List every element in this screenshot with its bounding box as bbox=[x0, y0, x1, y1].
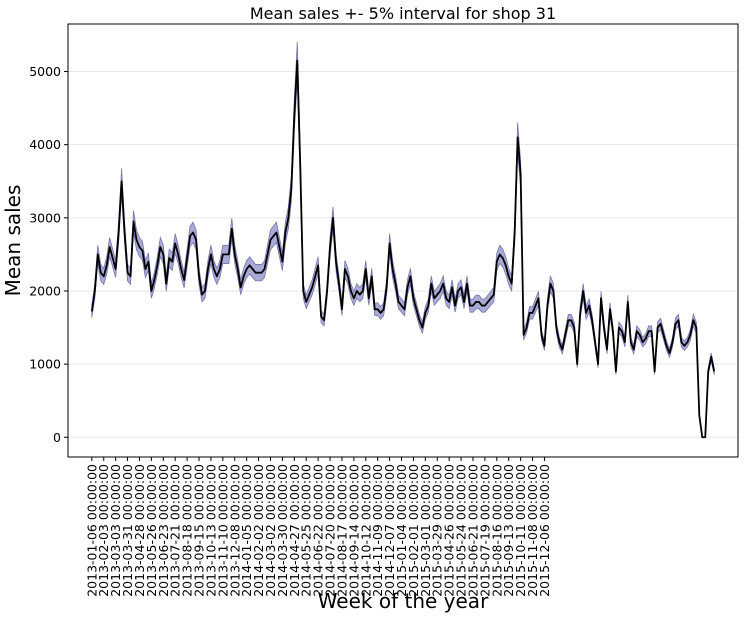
x-tick-label: 2013-06-23 00:00:00 bbox=[156, 464, 171, 597]
x-tick-label: 2014-04-27 00:00:00 bbox=[287, 464, 302, 597]
grid-lines bbox=[68, 71, 738, 438]
x-tick-label: 2015-12-06 00:00:00 bbox=[537, 464, 552, 597]
x-tick-label: 2015-03-29 00:00:00 bbox=[430, 464, 445, 597]
y-tick-label: 0 bbox=[53, 430, 61, 445]
x-tick-label: 2014-08-17 00:00:00 bbox=[334, 464, 349, 597]
x-tick-label: 2013-02-03 00:00:00 bbox=[96, 464, 111, 597]
x-tick-label: 2014-07-20 00:00:00 bbox=[323, 464, 338, 597]
x-tick-label: 2015-04-26 00:00:00 bbox=[442, 464, 457, 597]
x-tick-label: 2014-05-25 00:00:00 bbox=[299, 464, 314, 597]
x-tick-label: 2014-03-30 00:00:00 bbox=[275, 464, 290, 597]
y-axis-label: Mean sales bbox=[1, 185, 25, 297]
x-tick-label: 2015-10-11 00:00:00 bbox=[513, 464, 528, 597]
x-tick-label: 2013-07-21 00:00:00 bbox=[168, 464, 183, 597]
x-tick-label: 2013-10-13 00:00:00 bbox=[203, 464, 218, 597]
x-tick-label: 2013-05-26 00:00:00 bbox=[144, 464, 159, 597]
x-tick-label: 2014-10-12 00:00:00 bbox=[358, 464, 373, 597]
x-tick-label: 2014-11-09 00:00:00 bbox=[370, 464, 385, 597]
x-tick-label: 2014-06-22 00:00:00 bbox=[311, 464, 326, 597]
x-tick-label: 2013-12-08 00:00:00 bbox=[227, 464, 242, 597]
x-tick-label: 2014-09-14 00:00:00 bbox=[346, 464, 361, 597]
y-tick-label: 3000 bbox=[29, 210, 61, 225]
x-tick-label: 2014-02-02 00:00:00 bbox=[251, 464, 266, 597]
x-tick-label: 2014-01-05 00:00:00 bbox=[239, 464, 254, 597]
x-tick-label: 2013-04-28 00:00:00 bbox=[132, 464, 147, 597]
y-tick-label: 4000 bbox=[29, 137, 61, 152]
x-tick-label: 2013-01-06 00:00:00 bbox=[84, 464, 99, 597]
x-tick-label: 2013-11-10 00:00:00 bbox=[215, 464, 230, 597]
x-tick-label: 2013-03-03 00:00:00 bbox=[108, 464, 123, 597]
x-tick-label: 2015-09-13 00:00:00 bbox=[501, 464, 516, 597]
x-axis-label: Week of the year bbox=[318, 589, 489, 613]
x-tick-label: 2015-02-01 00:00:00 bbox=[406, 464, 421, 597]
x-tick-label: 2015-05-24 00:00:00 bbox=[454, 464, 469, 597]
x-tick-label: 2015-08-16 00:00:00 bbox=[489, 464, 504, 597]
x-tick-label: 2014-03-02 00:00:00 bbox=[263, 464, 278, 597]
x-tick-label: 2015-11-08 00:00:00 bbox=[525, 464, 540, 597]
x-tick-label: 2015-07-19 00:00:00 bbox=[477, 464, 492, 597]
y-tick-label: 2000 bbox=[29, 283, 61, 298]
mean-sales-line bbox=[90, 59, 716, 439]
x-tick-label: 2013-03-31 00:00:00 bbox=[120, 464, 135, 597]
x-tick-label: 2015-03-01 00:00:00 bbox=[418, 464, 433, 597]
x-tick-label: 2013-08-18 00:00:00 bbox=[180, 464, 195, 597]
y-tick-label: 5000 bbox=[29, 64, 61, 79]
plot-frame bbox=[67, 23, 739, 458]
x-tick-label: 2015-01-04 00:00:00 bbox=[394, 464, 409, 597]
chart-title: Mean sales +- 5% interval for shop 31 bbox=[250, 4, 556, 23]
x-tick-label: 2013-09-15 00:00:00 bbox=[192, 464, 207, 597]
y-axis-ticks: 0 1000 2000 3000 4000 5000 bbox=[29, 64, 68, 445]
y-tick-label: 1000 bbox=[29, 357, 61, 372]
x-tick-label: 2015-06-21 00:00:00 bbox=[465, 464, 480, 597]
x-tick-label: 2014-12-07 00:00:00 bbox=[382, 464, 397, 597]
